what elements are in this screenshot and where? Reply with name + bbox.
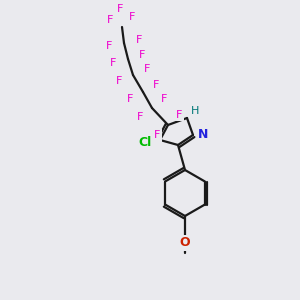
Text: F: F — [161, 94, 167, 104]
Text: O: O — [180, 236, 190, 250]
Text: N: N — [198, 128, 208, 142]
Text: F: F — [136, 35, 142, 45]
Text: F: F — [153, 80, 159, 89]
Text: F: F — [127, 94, 133, 104]
Text: Cl: Cl — [138, 136, 152, 148]
Text: F: F — [117, 4, 123, 14]
Text: Cl: Cl — [138, 136, 152, 148]
Text: H: H — [191, 106, 199, 116]
Text: F: F — [176, 110, 182, 120]
Text: F: F — [153, 80, 159, 89]
Text: F: F — [110, 58, 117, 68]
Text: F: F — [116, 76, 122, 86]
Text: F: F — [161, 94, 167, 104]
Text: F: F — [139, 50, 146, 60]
Text: F: F — [129, 12, 135, 22]
Text: F: F — [107, 15, 113, 25]
Text: F: F — [117, 4, 123, 14]
Text: F: F — [154, 130, 160, 140]
Text: F: F — [176, 110, 182, 120]
Text: F: F — [143, 64, 150, 74]
Text: F: F — [143, 64, 150, 74]
Text: F: F — [110, 58, 117, 68]
Text: F: F — [106, 41, 112, 51]
Text: F: F — [116, 76, 122, 86]
Text: F: F — [106, 41, 112, 51]
Text: H: H — [191, 106, 199, 116]
Text: F: F — [129, 12, 135, 22]
Text: O: O — [180, 236, 190, 250]
Text: F: F — [139, 50, 146, 60]
Text: N: N — [198, 128, 208, 142]
Text: F: F — [136, 35, 142, 45]
Text: F: F — [154, 130, 160, 140]
Text: F: F — [137, 112, 143, 122]
Text: F: F — [127, 94, 133, 104]
Text: F: F — [137, 112, 143, 122]
Text: F: F — [107, 15, 113, 25]
